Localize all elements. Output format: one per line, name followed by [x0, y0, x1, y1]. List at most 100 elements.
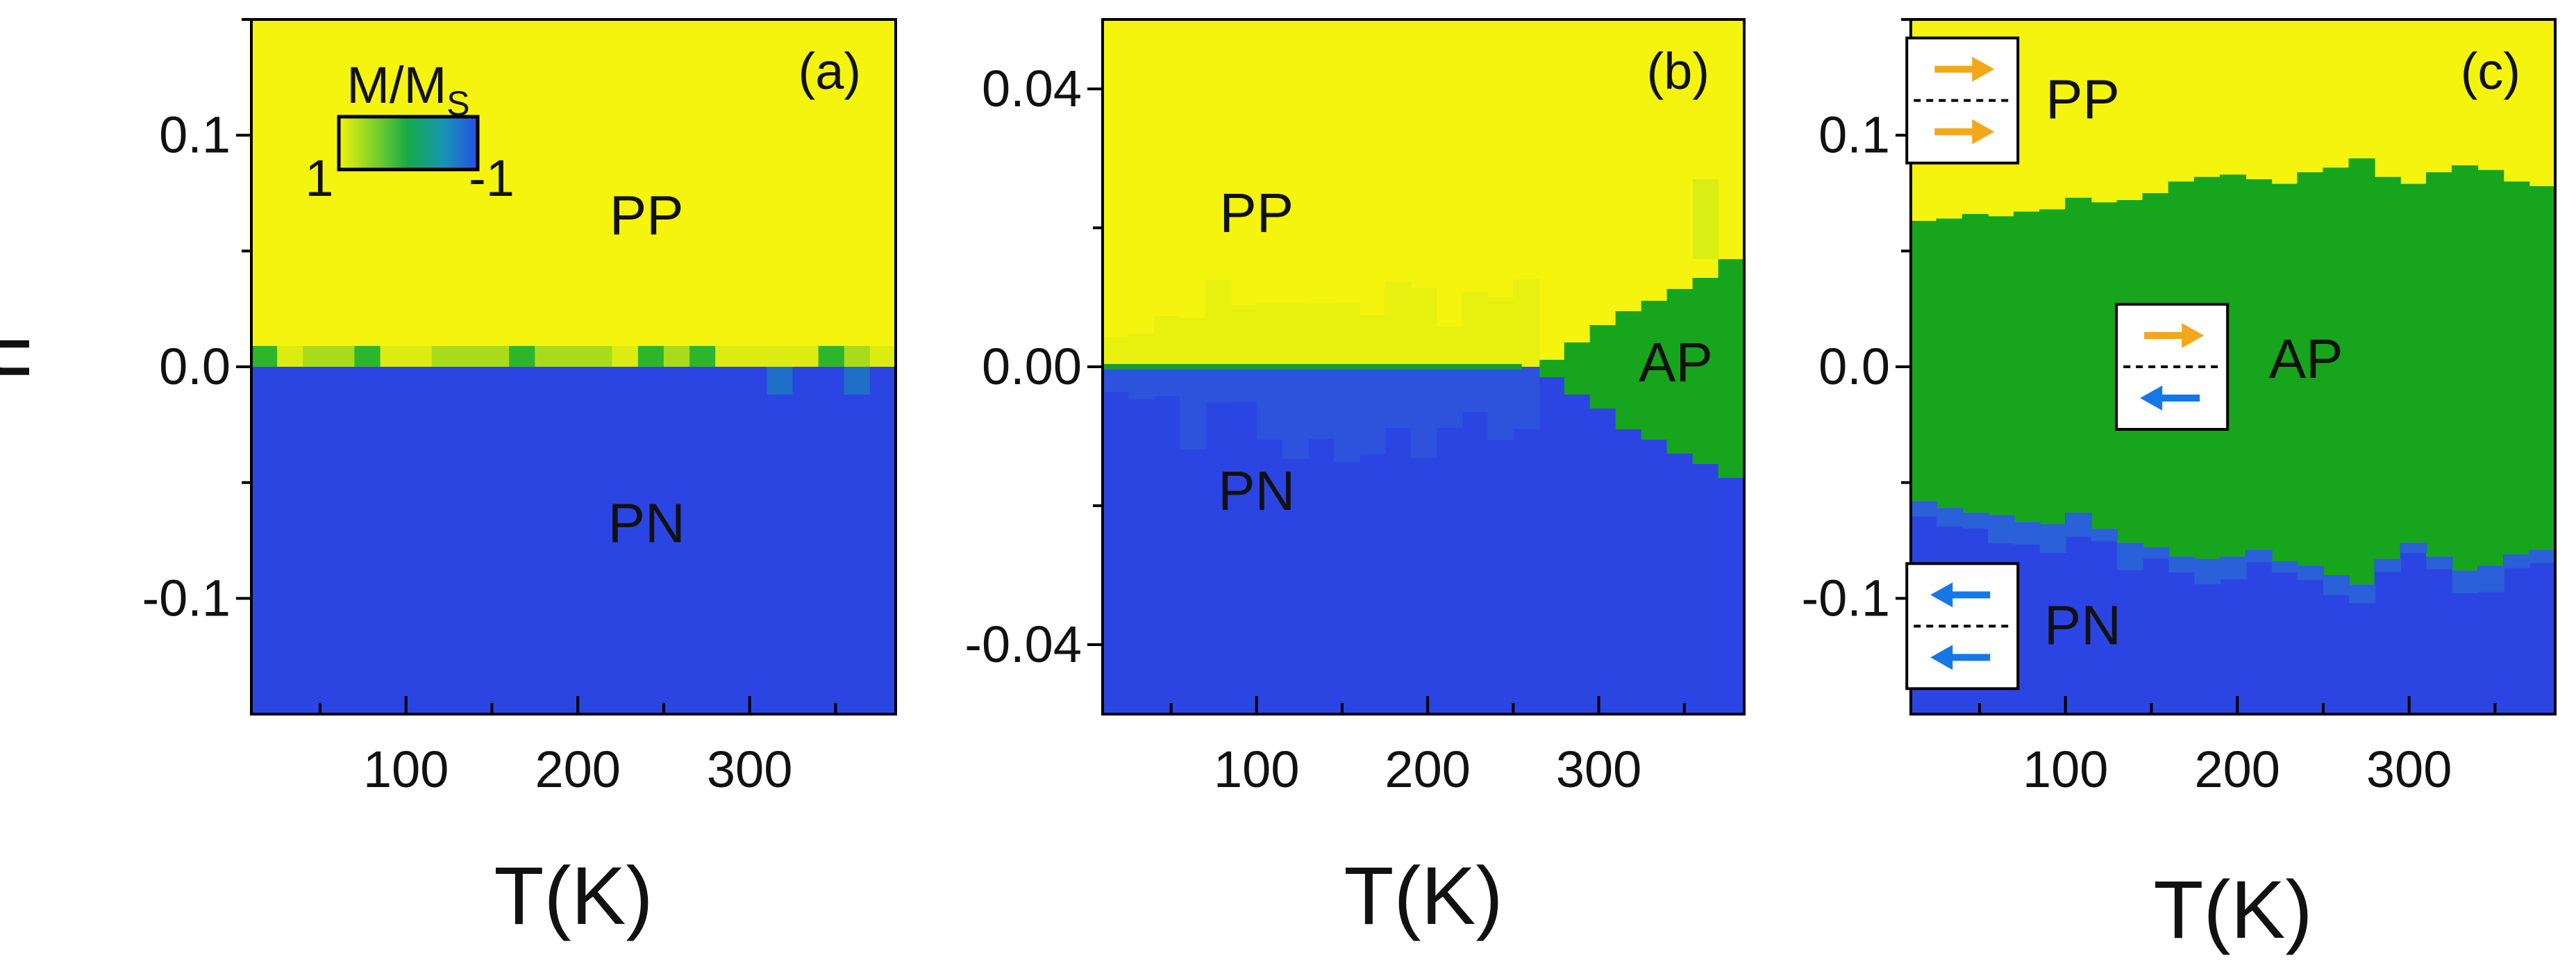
region-pn-column: [2142, 547, 2169, 714]
boundary-cell: [767, 367, 793, 395]
x-tick-label: 200: [2194, 741, 2280, 798]
region-pn-column: [431, 367, 458, 714]
boundary-cell: [277, 346, 304, 367]
region-ap-column: [2271, 183, 2298, 562]
pn-noise-cell: [1962, 513, 1989, 529]
region-pn-column: [2091, 529, 2118, 714]
arrow-head: [1930, 582, 1953, 608]
pn-noise-cell: [2426, 556, 2453, 570]
boundary-cell: [431, 346, 458, 367]
region-ap-column: [1538, 360, 1565, 377]
region-pn-column: [2065, 513, 2092, 714]
pn-noise-cell: [2400, 543, 2427, 554]
boundary-cell: [869, 346, 896, 367]
region-pn-column: [1103, 367, 1129, 714]
pp-noise-cell: [1103, 337, 1129, 367]
pn-noise-cell: [2220, 556, 2247, 580]
region-ap-column: [2503, 181, 2530, 554]
boundary-cell: [586, 346, 613, 367]
region-ap-column: [1666, 289, 1693, 454]
region-label-ap: AP: [2269, 328, 2343, 390]
pp-noise-cell: [1256, 303, 1283, 367]
pn-noise-cell: [1128, 367, 1155, 400]
pn-noise-cell: [1256, 367, 1283, 440]
boundary-cell: [844, 367, 870, 395]
pp-noise-cell: [1487, 297, 1514, 367]
pn-noise-cell: [2014, 522, 2041, 545]
region-ap-column: [2091, 202, 2118, 529]
pn-noise-cell: [2065, 513, 2092, 537]
colorbar-title-main: M/M: [346, 56, 446, 114]
boundary-cell: [405, 346, 433, 367]
pn-noise-cell: [1385, 367, 1412, 429]
pp-noise-cell: [1179, 317, 1206, 367]
inset-box: [1905, 562, 2020, 690]
region-pn-column: [534, 367, 561, 714]
region-label-pp: PP: [610, 184, 684, 246]
pn-noise-cell: [2194, 559, 2221, 584]
pn-noise-cell: [1103, 367, 1129, 392]
boundary-cell: [303, 346, 330, 367]
pn-noise-cell: [2168, 556, 2196, 572]
x-tick-label: 200: [535, 741, 620, 798]
region-ap-column: [1692, 278, 1719, 464]
boundary-cell: [637, 346, 664, 367]
pp-noise-cell: [1359, 315, 1386, 367]
pn-noise-cell: [1462, 367, 1489, 413]
boundary-cell: [380, 346, 407, 367]
region-ap-column: [1564, 342, 1591, 395]
x-axis-title: T(K): [494, 850, 653, 942]
region-ap-column: [2348, 158, 2375, 585]
region-pn-column: [844, 367, 871, 714]
region-pn-column: [1666, 454, 1693, 714]
region-pn-column: [2323, 575, 2350, 714]
x-tick-label: 100: [363, 741, 449, 798]
boundary-cell: [818, 346, 845, 367]
pn-noise-cell: [1282, 367, 1309, 459]
pp-noise-cell: [1205, 280, 1232, 367]
region-pn-column: [663, 367, 690, 714]
pp-noise-cell: [1153, 316, 1180, 367]
region-pn-column: [2039, 524, 2066, 714]
region-pn-column: [2193, 559, 2220, 714]
inset-box: [2115, 303, 2230, 431]
pp-noise-cell: [1333, 303, 1360, 367]
panel-1: -0.04 0.00 0.04 100 200 300 T(K) (b) PP AP PN: [964, 18, 1746, 942]
region-pn-column: [714, 367, 742, 714]
region-ap-column: [1962, 214, 1989, 513]
region-pn-column: [1615, 429, 1642, 714]
region-ap-column: [2297, 172, 2324, 566]
pn-noise-cell: [1436, 367, 1463, 428]
plot-area-0: [251, 19, 896, 714]
boundary-cell: [741, 346, 768, 367]
boundary-cell: [792, 346, 819, 367]
panel-label: (b): [1647, 42, 1709, 100]
y-tick-label: -0.1: [1801, 569, 1890, 627]
region-pn-column: [353, 367, 381, 714]
y-tick-label: -0.1: [142, 569, 231, 627]
pn-noise-cell: [2039, 524, 2066, 553]
y-axis-title: h: [0, 335, 47, 381]
pp-noise-cell: [1385, 281, 1412, 367]
region-ap-column: [2477, 169, 2504, 566]
pn-noise-cell: [1153, 367, 1180, 397]
region-pn-column: [1230, 367, 1257, 714]
region-ap-column: [2400, 183, 2427, 543]
region-pn-column: [483, 367, 510, 714]
pn-noise-cell: [1179, 367, 1206, 450]
region-pn-column: [2374, 559, 2401, 714]
arrow-head: [2182, 323, 2205, 348]
region-ap-column: [2013, 211, 2041, 522]
pn-noise-cell: [2297, 565, 2324, 580]
region-label-pn: PN: [2044, 594, 2121, 656]
y-tick-label: 0.1: [159, 106, 231, 164]
region-pn-column: [560, 367, 587, 714]
region-pn-column: [251, 367, 278, 714]
region-pn-column: [1641, 440, 1668, 714]
region-pn-column: [1538, 377, 1565, 714]
region-pn-column: [2400, 543, 2427, 714]
pp-noise-cell: [1436, 326, 1463, 367]
region-pn-column: [1128, 367, 1155, 714]
